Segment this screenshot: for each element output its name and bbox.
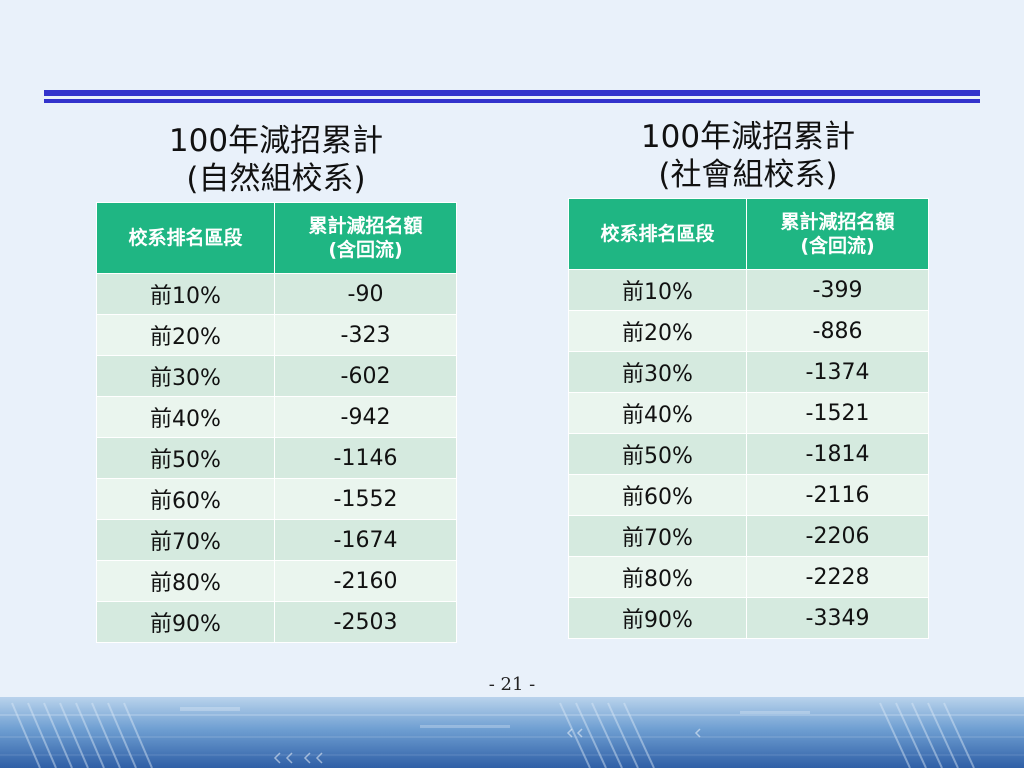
page-number: - 21 - xyxy=(488,674,536,695)
right-table-header-row: 校系排名區段 累計減招名額 (含回流) xyxy=(568,198,929,270)
table-row: 前70% -1674 xyxy=(96,519,457,561)
left-table: 校系排名區段 累計減招名額 (含回流) 前10% -90 前20% -323 前30… xyxy=(96,202,457,643)
table-row: 前20% -323 xyxy=(96,314,457,356)
segment-cell: 前90% xyxy=(96,601,275,643)
left-title-line2: (自然組校系) xyxy=(186,161,366,197)
left-header-value: 累計減招名額 (含回流) xyxy=(274,202,457,274)
table-row: 前30% -602 xyxy=(96,355,457,397)
left-title-line1: 100年減招累計 xyxy=(168,123,384,159)
segment-cell: 前30% xyxy=(96,355,275,397)
circuit-pattern-icon xyxy=(0,702,1024,768)
table-row: 前80% -2228 xyxy=(568,556,929,598)
table-row: 前60% -1552 xyxy=(96,478,457,520)
value-cell: -1374 xyxy=(746,351,929,393)
segment-cell: 前10% xyxy=(96,273,275,315)
value-cell: -2206 xyxy=(746,515,929,557)
value-cell: -399 xyxy=(746,269,929,311)
segment-cell: 前70% xyxy=(96,519,275,561)
title-rule-thick xyxy=(44,90,980,96)
value-cell: -2228 xyxy=(746,556,929,598)
segment-cell: 前60% xyxy=(568,474,747,516)
right-header-value: 累計減招名額 (含回流) xyxy=(746,198,929,270)
value-cell: -2160 xyxy=(274,560,457,602)
segment-cell: 前20% xyxy=(96,314,275,356)
segment-cell: 前70% xyxy=(568,515,747,557)
value-cell: -3349 xyxy=(746,597,929,639)
value-cell: -90 xyxy=(274,273,457,315)
table-row: 前10% -399 xyxy=(568,269,929,311)
table-row: 前70% -2206 xyxy=(568,515,929,557)
segment-cell: 前40% xyxy=(96,396,275,438)
table-row: 前40% -942 xyxy=(96,396,457,438)
table-row: 前10% -90 xyxy=(96,273,457,315)
table-row: 前90% -3349 xyxy=(568,597,929,639)
segment-cell: 前20% xyxy=(568,310,747,352)
right-title-line2: (社會組校系) xyxy=(658,157,838,193)
segment-cell: 前50% xyxy=(568,433,747,475)
right-header-segment: 校系排名區段 xyxy=(568,198,747,270)
left-header-value-line2: (含回流) xyxy=(328,239,403,261)
value-cell: -942 xyxy=(274,396,457,438)
segment-cell: 前80% xyxy=(568,556,747,598)
value-cell: -886 xyxy=(746,310,929,352)
right-title-line1: 100年減招累計 xyxy=(640,119,856,155)
table-row: 前30% -1374 xyxy=(568,351,929,393)
left-panel: 100年減招累計 (自然組校系) 校系排名區段 累計減招名額 (含回流) 前10… xyxy=(96,122,457,643)
segment-cell: 前50% xyxy=(96,437,275,479)
value-cell: -1552 xyxy=(274,478,457,520)
value-cell: -1814 xyxy=(746,433,929,475)
segment-cell: 前10% xyxy=(568,269,747,311)
table-row: 前50% -1146 xyxy=(96,437,457,479)
table-row: 前90% -2503 xyxy=(96,601,457,643)
table-row: 前80% -2160 xyxy=(96,560,457,602)
value-cell: -2503 xyxy=(274,601,457,643)
table-row: 前20% -886 xyxy=(568,310,929,352)
left-header-value-line1: 累計減招名額 xyxy=(308,215,423,237)
segment-cell: 前60% xyxy=(96,478,275,520)
value-cell: -1146 xyxy=(274,437,457,479)
table-row: 前50% -1814 xyxy=(568,433,929,475)
value-cell: -1674 xyxy=(274,519,457,561)
value-cell: -2116 xyxy=(746,474,929,516)
segment-cell: 前30% xyxy=(568,351,747,393)
footer-decoration xyxy=(0,697,1024,768)
left-header-segment: 校系排名區段 xyxy=(96,202,275,274)
value-cell: -602 xyxy=(274,355,457,397)
segment-cell: 前40% xyxy=(568,392,747,434)
value-cell: -323 xyxy=(274,314,457,356)
table-row: 前60% -2116 xyxy=(568,474,929,516)
value-cell: -1521 xyxy=(746,392,929,434)
left-table-header-row: 校系排名區段 累計減招名額 (含回流) xyxy=(96,202,457,274)
segment-cell: 前90% xyxy=(568,597,747,639)
right-table: 校系排名區段 累計減招名額 (含回流) 前10% -399 前20% -886 前3… xyxy=(568,198,929,639)
right-panel: 100年減招累計 (社會組校系) 校系排名區段 累計減招名額 (含回流) 前10… xyxy=(568,118,929,639)
title-rule-thin xyxy=(44,99,980,103)
table-row: 前40% -1521 xyxy=(568,392,929,434)
segment-cell: 前80% xyxy=(96,560,275,602)
right-header-value-line2: (含回流) xyxy=(800,235,875,257)
right-header-value-line1: 累計減招名額 xyxy=(780,211,895,233)
